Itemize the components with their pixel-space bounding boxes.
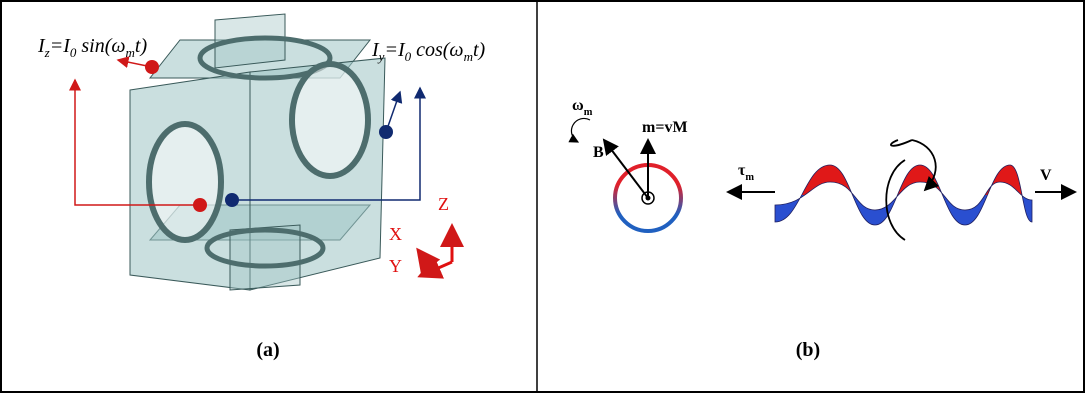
cube — [130, 14, 385, 290]
velocity-label: V — [1040, 167, 1052, 184]
text-part: =I — [384, 39, 405, 61]
torque-label: τm — [738, 162, 754, 183]
moment-label: m=vM — [642, 119, 688, 136]
text-part: cos(ω — [411, 39, 463, 61]
text-part: sin(ω — [76, 35, 125, 57]
formula-z: Iz=I0 sin(ωmt) — [37, 35, 147, 60]
figure: Iz=I0 sin(ωmt) Iy=I0 cos(ωmt) Z X Y (a) … — [0, 0, 1085, 393]
text-part: t) — [473, 39, 486, 61]
panel-label: (b) — [796, 339, 820, 361]
text-part: =I — [50, 35, 71, 57]
formula-y: Iy=I0 cos(ωmt) — [371, 39, 486, 64]
subscript: m — [745, 172, 754, 183]
b-label: B — [593, 144, 604, 161]
axis-z-label: Z — [438, 194, 449, 214]
axis-x-label: X — [389, 224, 402, 244]
axes-triad — [418, 226, 452, 276]
subscript: m — [584, 107, 593, 118]
text-part: t) — [135, 35, 148, 57]
omega-label: ωm — [572, 97, 593, 118]
subscript: m — [464, 49, 473, 64]
panel-label: (a) — [256, 339, 279, 361]
text-part: ω — [572, 97, 584, 114]
axis-y-label: Y — [389, 256, 402, 276]
helix — [728, 140, 1075, 240]
subscript: m — [126, 45, 135, 60]
